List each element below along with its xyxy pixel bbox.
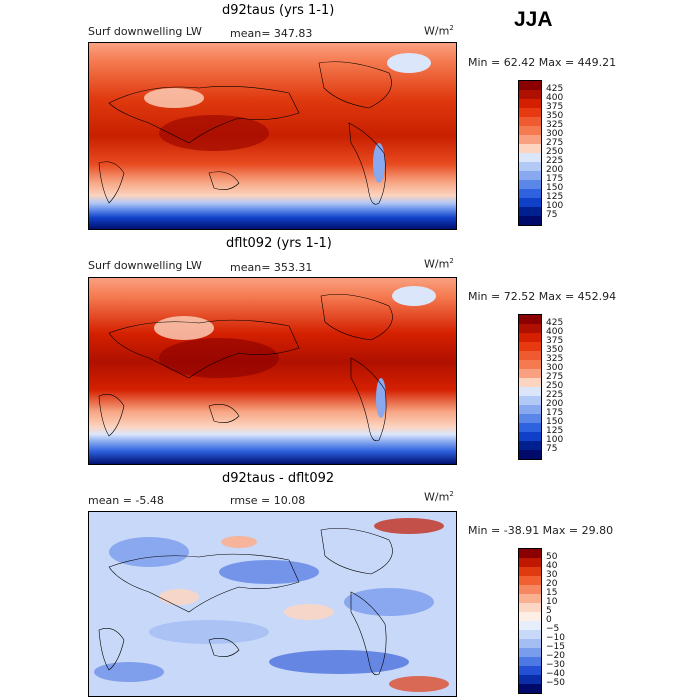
colorbar-tick: 425 xyxy=(546,84,564,94)
colorbar-tick: 30 xyxy=(546,570,558,580)
panel-2-colorbar xyxy=(518,314,542,460)
colorbar-tick: 250 xyxy=(546,147,564,157)
colorbar-tick: 375 xyxy=(546,102,564,112)
panel-1-units: W/m2 xyxy=(424,24,454,38)
panel-2-minmax: Min = 72.52 Max = 452.94 xyxy=(468,290,617,303)
colorbar-tick: −5 xyxy=(546,624,560,634)
colorbar-tick: 225 xyxy=(546,390,564,400)
panel-2-mean-label: mean= 353.31 xyxy=(230,261,313,274)
colorbar-tick: 275 xyxy=(546,138,564,148)
colorbar-tick: 0 xyxy=(546,615,552,625)
colorbar-tick: 75 xyxy=(546,444,558,454)
colorbar-tick: 400 xyxy=(546,93,564,103)
colorbar-tick: 375 xyxy=(546,336,564,346)
colorbar-tick: 200 xyxy=(546,399,564,409)
colorbar-tick: 150 xyxy=(546,183,564,193)
panel-1-minmax: Min = 62.42 Max = 449.21 xyxy=(468,56,617,69)
colorbar-tick: 50 xyxy=(546,552,558,562)
colorbar-tick: −10 xyxy=(546,633,565,643)
panel-3-map-svg xyxy=(89,512,456,696)
colorbar-tick: 300 xyxy=(546,363,564,373)
colorbar-tick: −30 xyxy=(546,660,565,670)
colorbar-tick: 15 xyxy=(546,588,558,598)
panel-3-minmax: Min = -38.91 Max = 29.80 xyxy=(468,524,614,537)
colorbar-tick: 100 xyxy=(546,201,564,211)
colorbar-tick: 100 xyxy=(546,435,564,445)
colorbar-tick: −40 xyxy=(546,669,565,679)
season-label: JJA xyxy=(514,8,553,31)
panel-1-colorbar xyxy=(518,80,542,226)
colorbar-tick: 200 xyxy=(546,165,564,175)
colorbar-tick: 150 xyxy=(546,417,564,427)
panel-3-map xyxy=(88,511,457,697)
panel-2-map xyxy=(88,277,457,465)
colorbar-tick: −20 xyxy=(546,651,565,661)
colorbar-tick: 225 xyxy=(546,156,564,166)
colorbar-tick: 175 xyxy=(546,408,564,418)
colorbar-tick: 425 xyxy=(546,318,564,328)
panel-3-rmse-label: rmse = 10.08 xyxy=(230,494,306,507)
colorbar-tick: 275 xyxy=(546,372,564,382)
colorbar-tick: 75 xyxy=(546,210,558,220)
panel-3-title: d92taus - dflt092 xyxy=(222,471,335,486)
panel-3-colorbar xyxy=(518,548,542,694)
panel-3-mean-label: mean = -5.48 xyxy=(88,494,164,507)
panel-3-units: W/m2 xyxy=(424,490,454,504)
panel-1-title: d92taus (yrs 1-1) xyxy=(222,3,335,18)
panel-1-variable-label: Surf downwelling LW xyxy=(88,25,202,38)
panel-2-map-svg xyxy=(89,278,456,464)
colorbar-tick: 350 xyxy=(546,111,564,121)
panel-1-mean-label: mean= 347.83 xyxy=(230,27,313,40)
colorbar-tick: 325 xyxy=(546,354,564,364)
colorbar-tick: 350 xyxy=(546,345,564,355)
panel-1-map xyxy=(88,42,457,230)
colorbar-tick: 125 xyxy=(546,192,564,202)
panel-2-title: dflt092 (yrs 1-1) xyxy=(226,236,332,251)
colorbar-tick: 300 xyxy=(546,129,564,139)
colorbar-tick: −15 xyxy=(546,642,565,652)
colorbar-tick: 400 xyxy=(546,327,564,337)
colorbar-tick: 325 xyxy=(546,120,564,130)
colorbar-tick: 5 xyxy=(546,606,552,616)
panel-1-map-svg xyxy=(89,43,456,229)
colorbar-tick: 20 xyxy=(546,579,558,589)
panel-2-units: W/m2 xyxy=(424,257,454,271)
colorbar-tick: 40 xyxy=(546,561,558,571)
colorbar-tick: −50 xyxy=(546,678,565,688)
colorbar-tick: 10 xyxy=(546,597,558,607)
panel-2-variable-label: Surf downwelling LW xyxy=(88,259,202,272)
colorbar-tick: 125 xyxy=(546,426,564,436)
colorbar-tick: 175 xyxy=(546,174,564,184)
colorbar-tick: 250 xyxy=(546,381,564,391)
